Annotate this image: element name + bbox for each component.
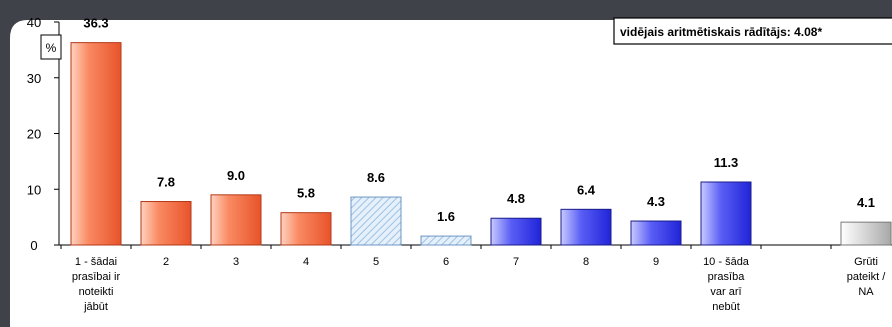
- y-tick-label: 0: [30, 238, 37, 253]
- data-label: 1.6: [437, 209, 455, 224]
- x-category-label: 6: [443, 256, 449, 268]
- data-label: 4.3: [647, 194, 665, 209]
- bar-8: [560, 208, 612, 246]
- bar-4: [280, 212, 332, 246]
- x-category-label: 8: [583, 256, 589, 268]
- data-label: 6.4: [577, 182, 596, 197]
- plot-background: [10, 20, 892, 327]
- x-category-label: 5: [373, 256, 379, 268]
- annotation-box: vidējais aritmētiskais rādītājs: 4.08*: [613, 17, 892, 45]
- average-annotation: vidējais aritmētiskais rādītājs: 4.08*: [620, 25, 822, 39]
- bar-1: [70, 42, 122, 246]
- x-category-label: 7: [513, 256, 519, 268]
- data-label: 7.8: [157, 175, 175, 190]
- x-category-label: 3: [233, 256, 239, 268]
- x-category-label: prasība: [708, 271, 746, 283]
- x-category-label: 1 - šādai: [75, 256, 117, 268]
- x-category-label: 2: [163, 256, 169, 268]
- bar-10: [700, 181, 752, 246]
- bar-3: [210, 194, 262, 246]
- x-category-label: jābūt: [83, 301, 108, 313]
- bar-7: [490, 217, 542, 246]
- data-label: 5.8: [297, 186, 315, 201]
- x-category-label: var arī: [710, 286, 742, 298]
- y-tick-label: 40: [27, 15, 41, 30]
- bar-2: [140, 201, 192, 246]
- x-category-label: Grūti: [854, 256, 878, 268]
- bar-5: [350, 196, 402, 246]
- data-label: 8.6: [367, 170, 385, 185]
- x-category-label: 9: [653, 256, 659, 268]
- x-category-label: NA: [858, 286, 874, 298]
- data-label: 11.3: [714, 155, 739, 170]
- bars: [70, 42, 892, 246]
- y-tick-label: 20: [27, 127, 41, 142]
- unit-box: %: [40, 34, 62, 60]
- bar-6: [420, 235, 472, 246]
- x-category-label: noteikti: [79, 286, 114, 298]
- x-category-label: pateikt /: [847, 271, 886, 283]
- axes: [54, 21, 892, 249]
- x-category-label: 4: [303, 256, 309, 268]
- y-tick-label: 30: [27, 71, 41, 86]
- labels: 0 10 20 30 40 36.3 1 - šādai prasībai ir noteikt…: [27, 15, 886, 313]
- data-label: 36.3: [83, 16, 108, 31]
- x-category-label: 10 - šāda: [703, 256, 750, 268]
- data-label: 9.0: [227, 168, 245, 183]
- bar-9: [630, 220, 682, 246]
- x-category-label: nebūt: [712, 301, 740, 313]
- data-label: 4.8: [507, 191, 525, 206]
- bar-12: [840, 221, 892, 246]
- data-label: 4.1: [857, 195, 875, 210]
- y-tick-label: 10: [27, 182, 41, 197]
- x-category-label: prasībai ir: [72, 271, 121, 283]
- unit-label: %: [46, 41, 57, 55]
